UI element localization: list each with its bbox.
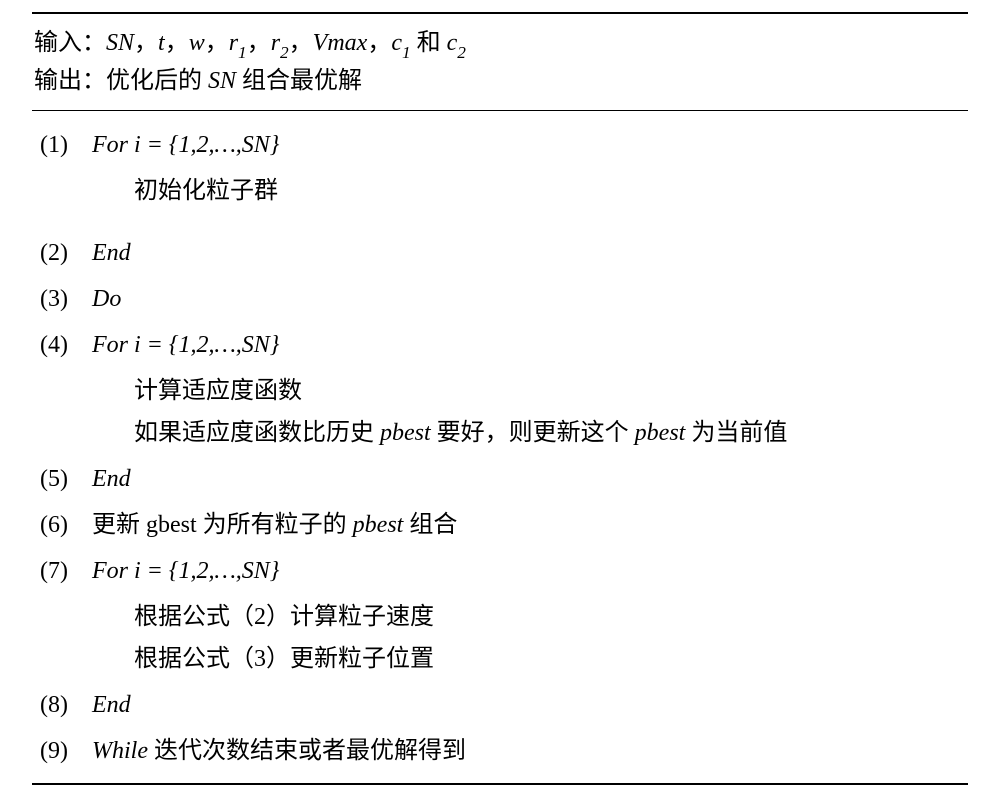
- step-number: (2): [32, 233, 92, 273]
- output-post: 组合最优解: [236, 68, 362, 94]
- step-content: End: [92, 685, 131, 725]
- step-content: End: [92, 233, 131, 273]
- output-label: 输出：: [34, 68, 106, 94]
- step-line: (2)End: [32, 233, 968, 273]
- input-params: SN，t，w，r1，r2，Vmax，c1 和 c2: [106, 30, 466, 56]
- step-number: (3): [32, 279, 92, 319]
- step-sub-line: 计算适应度函数: [32, 371, 968, 411]
- step-number: (5): [32, 459, 92, 499]
- step-content: For i = {1,2,…,SN}: [92, 125, 279, 165]
- step-line: (8)End: [32, 685, 968, 725]
- step-line: (9)While 迭代次数结束或者最优解得到: [32, 731, 968, 771]
- step-sub-line: 初始化粒子群: [32, 171, 968, 211]
- step-line: (7)For i = {1,2,…,SN}: [32, 551, 968, 591]
- mid-rule: [32, 110, 968, 111]
- step-content: For i = {1,2,…,SN}: [92, 551, 279, 591]
- step-number: (1): [32, 125, 92, 165]
- step-content: 更新 gbest 为所有粒子的 pbest 组合: [92, 505, 457, 545]
- algorithm-steps: (1)For i = {1,2,…,SN}初始化粒子群(2)End(3)Do(4…: [32, 125, 968, 771]
- input-label: 输入：: [34, 30, 106, 56]
- step-sub-line: 如果适应度函数比历史 pbest 要好，则更新这个 pbest 为当前值: [32, 413, 968, 453]
- output-sym: SN: [208, 68, 236, 94]
- step-content: For i = {1,2,…,SN}: [92, 325, 279, 365]
- step-line: (1)For i = {1,2,…,SN}: [32, 125, 968, 165]
- step-line: (3)Do: [32, 279, 968, 319]
- step-number: (8): [32, 685, 92, 725]
- step-sub-line: 根据公式（3）更新粒子位置: [32, 639, 968, 679]
- step-content: While 迭代次数结束或者最优解得到: [92, 731, 466, 771]
- output-line: 输出：优化后的 SN 组合最优解: [32, 62, 968, 100]
- output-pre: 优化后的: [106, 68, 208, 94]
- top-rule: [32, 12, 968, 14]
- step-content: Do: [92, 279, 121, 319]
- algorithm-block: 输入：SN，t，w，r1，r2，Vmax，c1 和 c2 输出：优化后的 SN …: [0, 0, 1000, 796]
- input-line: 输入：SN，t，w，r1，r2，Vmax，c1 和 c2: [32, 24, 968, 62]
- step-content: End: [92, 459, 131, 499]
- bottom-rule: [32, 783, 968, 785]
- step-line: (6)更新 gbest 为所有粒子的 pbest 组合: [32, 505, 968, 545]
- step-line: (5)End: [32, 459, 968, 499]
- step-line: (4)For i = {1,2,…,SN}: [32, 325, 968, 365]
- step-sub-line: 根据公式（2）计算粒子速度: [32, 597, 968, 637]
- step-number: (9): [32, 731, 92, 771]
- step-number: (6): [32, 505, 92, 545]
- step-number: (7): [32, 551, 92, 591]
- step-number: (4): [32, 325, 92, 365]
